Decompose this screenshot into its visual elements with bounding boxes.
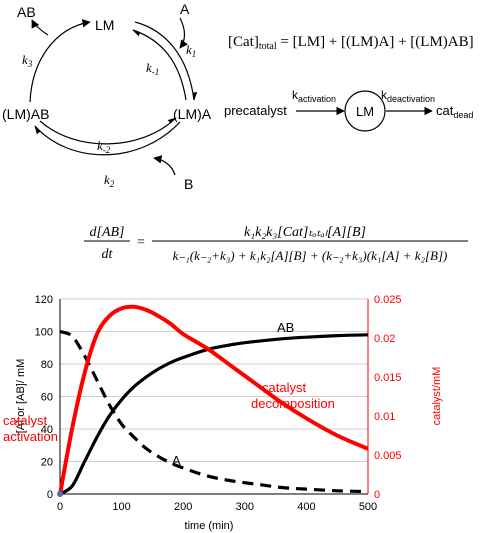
y-tick-right: 0.01: [374, 411, 395, 423]
rate-lhs-denominator: dt: [102, 247, 114, 262]
lm-circle: [344, 90, 386, 132]
y-tick-right: 0.015: [374, 372, 402, 384]
species-b: B: [184, 176, 193, 192]
rate-equation: d[AB] dt = k₁k₂k₃[Cat]ₜₒₜₐₗ[A][B] k₋₁(k₋…: [84, 225, 468, 263]
lm-circle-label: LM: [356, 104, 374, 119]
annotation-decomposition-1: catalyst: [262, 380, 306, 395]
y-tick-right: 0: [374, 489, 380, 501]
arrow-b-in: [153, 155, 176, 176]
rate-denominator: k₋₁(k₋₂+k₃) + k₁k₂[A][B] + (k₋₂+k₃)(k₁[A…: [173, 248, 448, 263]
y-tick-left: 60: [41, 392, 53, 404]
rate-equals: =: [137, 235, 145, 250]
label-k1: k1: [186, 42, 196, 59]
series-line-catalyst: [58, 304, 369, 495]
y-tick-right: 0.025: [374, 294, 402, 306]
k-deactivation-label: kdeactivation: [381, 88, 435, 104]
arrow-k2: [34, 121, 181, 156]
species-a: A: [180, 1, 190, 17]
arrow-k3: [29, 19, 91, 103]
y-tick-left: 80: [41, 359, 53, 371]
label-km2: k-2: [97, 138, 111, 155]
species-ab: AB: [17, 4, 36, 20]
annotation-ab: AB: [277, 320, 294, 335]
node-lma: (LM)A: [173, 106, 212, 122]
y-tick-left: 100: [35, 327, 53, 339]
y-axis-right-label: catalyst/mM: [431, 367, 443, 426]
rate-numerator: k₁k₂k₃[Cat]ₜₒₜₐₗ[A][B]: [244, 225, 366, 240]
kinetics-chart: 0 20 40 60 80 100 120 0 0.005 0.01 0.015 0.02 0.025 0…: [3, 294, 443, 532]
precatalyst-label: precatalyst: [224, 103, 287, 118]
x-tick: 500: [359, 501, 377, 513]
label-k3: k3: [22, 52, 33, 69]
annotation-activation-2: activation: [3, 429, 58, 444]
annotation-a: A: [172, 453, 181, 468]
series-line-a: [59, 329, 369, 494]
activation-scheme: precatalyst kactivation LM kdeactivation…: [224, 88, 473, 132]
y-tick-left: 40: [41, 424, 53, 436]
catalytic-cycle: LM (LM)A (LM)AB A B AB k1 k-1 k-2 k2 k3: [2, 1, 212, 192]
arrow-ab-out: [31, 19, 49, 36]
x-tick: 400: [297, 501, 315, 513]
label-k2: k2: [104, 172, 115, 189]
x-axis-label: time (min): [185, 520, 234, 532]
x-tick: 300: [236, 501, 254, 513]
y-tick-left: 120: [35, 294, 53, 306]
y-tick-right: 0.02: [374, 333, 395, 345]
label-km1: k-1: [146, 60, 159, 77]
series-line-ab: [59, 333, 369, 496]
total-catalyst-equation: [Cat]total = [LM] + [(LM)A] + [(LM)AB]: [228, 34, 474, 52]
x-tick: 100: [112, 501, 130, 513]
arrow-km1: [132, 29, 187, 101]
rate-lhs-numerator: d[AB]: [90, 225, 125, 240]
node-lm: LM: [95, 17, 114, 33]
annotation-activation-1: catalyst: [3, 413, 47, 428]
arrow-k1: [134, 21, 198, 101]
x-tick: 200: [174, 501, 192, 513]
node-lmab: (LM)AB: [2, 106, 49, 122]
x-tick: 0: [57, 501, 63, 513]
y-axis-left-label: [A] or [AB]/ mM: [15, 359, 27, 434]
cat-dead-label: catdead: [436, 103, 473, 120]
chart-ticks: 0 20 40 60 80 100 120 0 0.005 0.01 0.015 0.02 0.025 0…: [35, 294, 402, 513]
y-tick-left: 20: [41, 457, 53, 469]
k-activation-label: kactivation: [292, 88, 336, 104]
arrow-km2: [39, 117, 177, 145]
origin-point: [57, 491, 63, 497]
chart-gridlines: [60, 298, 368, 462]
arrow-a-in: [179, 17, 188, 49]
y-tick-right: 0.005: [374, 450, 402, 462]
annotation-decomposition-2: decomposition: [251, 396, 335, 411]
y-tick-left: 0: [47, 489, 53, 501]
chart-series: [57, 304, 369, 497]
